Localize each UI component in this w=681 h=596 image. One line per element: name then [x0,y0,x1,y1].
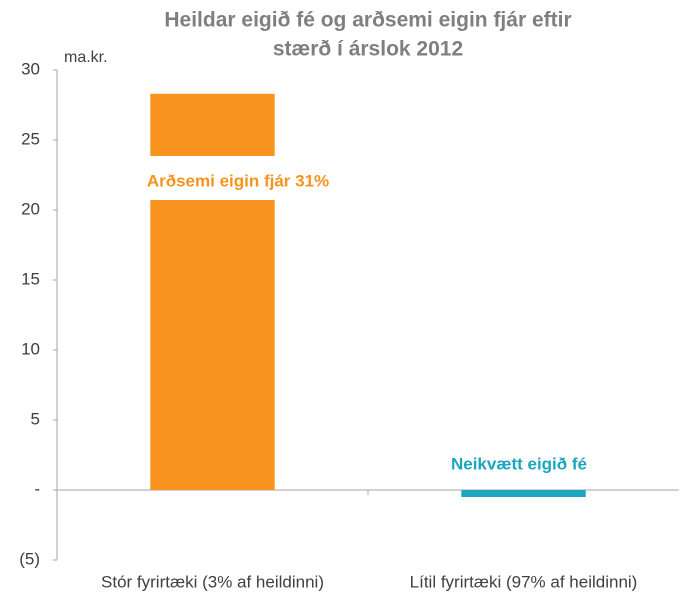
y-axis-label: ma.kr. [64,49,108,66]
annotation: Arðsemi eigin fjár 31% [147,171,329,190]
y-tick-label: 5 [31,409,40,428]
y-tick-label: 10 [21,339,40,358]
y-tick-label: 15 [21,269,40,288]
x-tick-label: Lítil fyrirtæki (97% af heildinni) [410,572,638,591]
chart-title: stærð í árslok 2012 [273,38,463,61]
chart-title: Heildar eigið fé og arðsemi eigin fjár e… [164,9,571,32]
y-tick-label: 30 [21,59,40,78]
bar [461,490,586,497]
y-tick-label: 20 [21,199,40,218]
annotation: Neikvætt eigið fé [451,454,587,473]
bar [150,93,275,491]
y-tick-label: (5) [19,549,40,568]
annotation-background [58,156,349,200]
y-tick-label: - [34,479,40,498]
x-tick-label: Stór fyrirtæki (3% af heildinni) [101,572,324,591]
y-tick-label: 25 [21,129,40,148]
